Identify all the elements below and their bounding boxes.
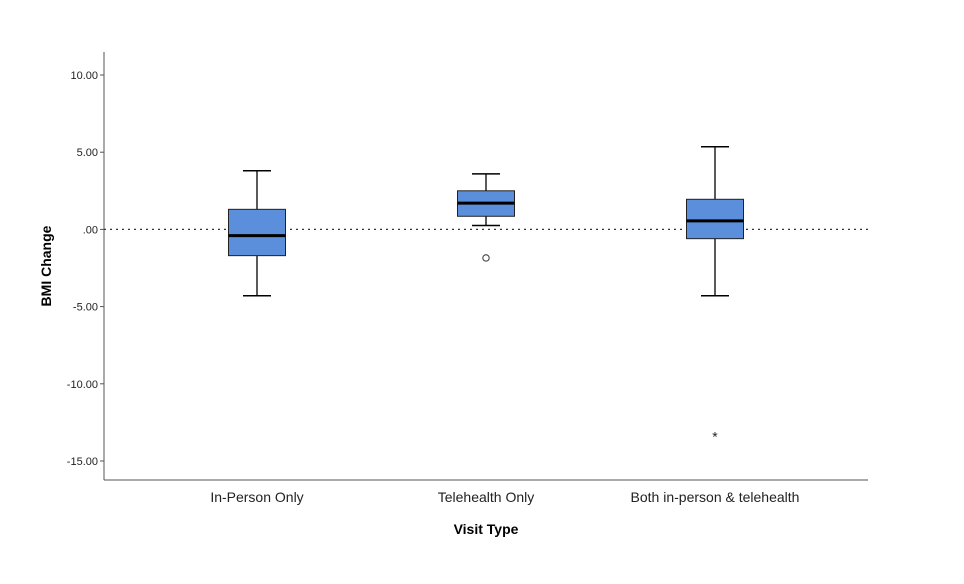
boxes-group: * bbox=[228, 146, 744, 444]
outlier-point bbox=[482, 254, 490, 262]
y-tick-label: -15.00 bbox=[67, 456, 98, 468]
labels-group: 10.00 5.00 .00 -5.00 -10.00 -15.00 In-Person O… bbox=[67, 70, 800, 505]
box-1 bbox=[228, 169, 286, 297]
box-2 bbox=[457, 173, 515, 262]
x-category-label: In-Person Only bbox=[210, 489, 303, 505]
x-category-label: Telehealth Only bbox=[438, 489, 535, 505]
y-tick-label: .00 bbox=[83, 224, 98, 236]
y-axis-title: BMI Change bbox=[38, 225, 54, 306]
y-tick-label: 10.00 bbox=[70, 70, 98, 82]
y-tick-label: -10.00 bbox=[67, 379, 98, 391]
iqr-box bbox=[228, 208, 286, 257]
extreme-outlier-point: * bbox=[712, 428, 718, 444]
y-tick-label: -5.00 bbox=[73, 302, 98, 314]
x-category-label: Both in-person & telehealth bbox=[631, 489, 800, 505]
box-3: * bbox=[686, 146, 744, 444]
iqr-box bbox=[686, 198, 744, 240]
axes bbox=[100, 52, 868, 481]
y-tick-label: 5.00 bbox=[77, 147, 98, 159]
x-axis-title: Visit Type bbox=[454, 521, 519, 537]
